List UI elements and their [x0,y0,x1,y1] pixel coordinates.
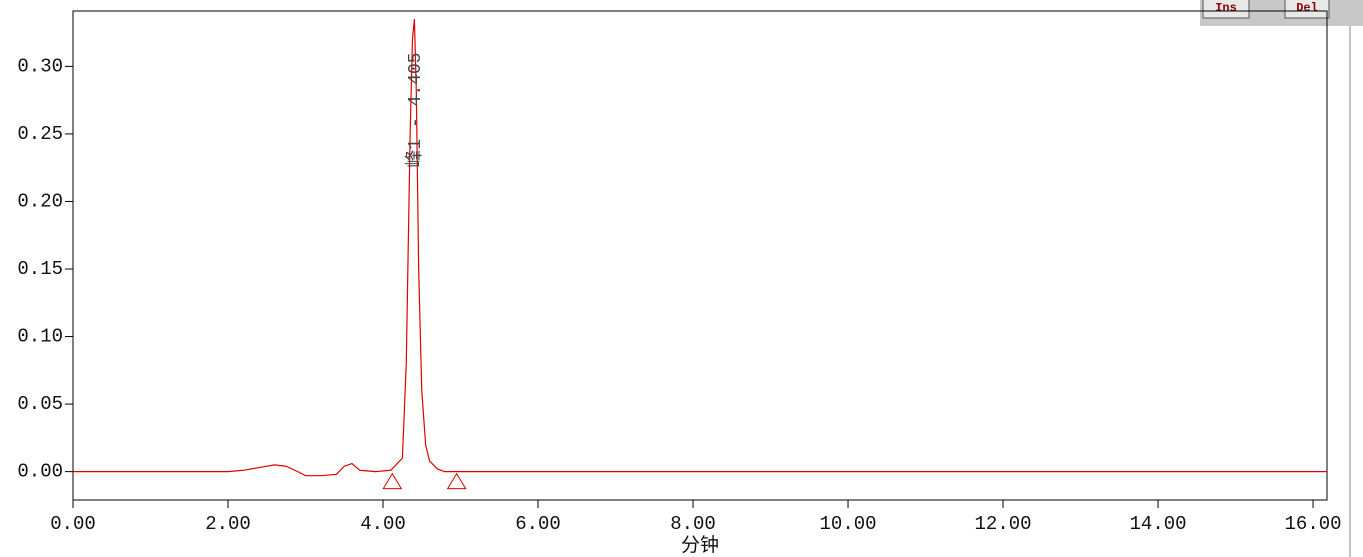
y-tick-label: 0.20 [17,190,63,212]
x-tick-label: 16.00 [1285,513,1342,535]
del-button[interactable] [1284,0,1330,19]
peak-annotation: 峰1 - 4.405 [404,52,426,167]
plot-frame [72,10,1328,501]
x-tick-label: 12.00 [975,513,1032,535]
y-tick-label: 0.25 [17,123,63,145]
chromatogram-line [73,19,1327,477]
x-tick-label: 8.00 [670,513,716,535]
y-tick-label: 0.05 [17,393,63,415]
y-tick-label: 0.15 [17,258,63,280]
y-tick-label: 0.10 [17,326,63,348]
x-tick-label: 0.00 [50,513,96,535]
baseline-marker [382,472,403,490]
x-tick-label: 6.00 [515,513,561,535]
del-label: Del [1296,1,1318,15]
x-tick-label: 2.00 [205,513,251,535]
ins-label: Ins [1215,1,1237,15]
baseline-marker [446,472,467,490]
x-axis-label: 分钟 [681,534,719,557]
x-tick-label: 10.00 [820,513,877,535]
y-tick-label: 0.00 [17,461,63,483]
y-tick-label: 0.30 [17,55,63,77]
x-tick-label: 14.00 [1130,513,1187,535]
ins-button[interactable] [1202,0,1250,19]
x-tick-label: 4.00 [360,513,406,535]
